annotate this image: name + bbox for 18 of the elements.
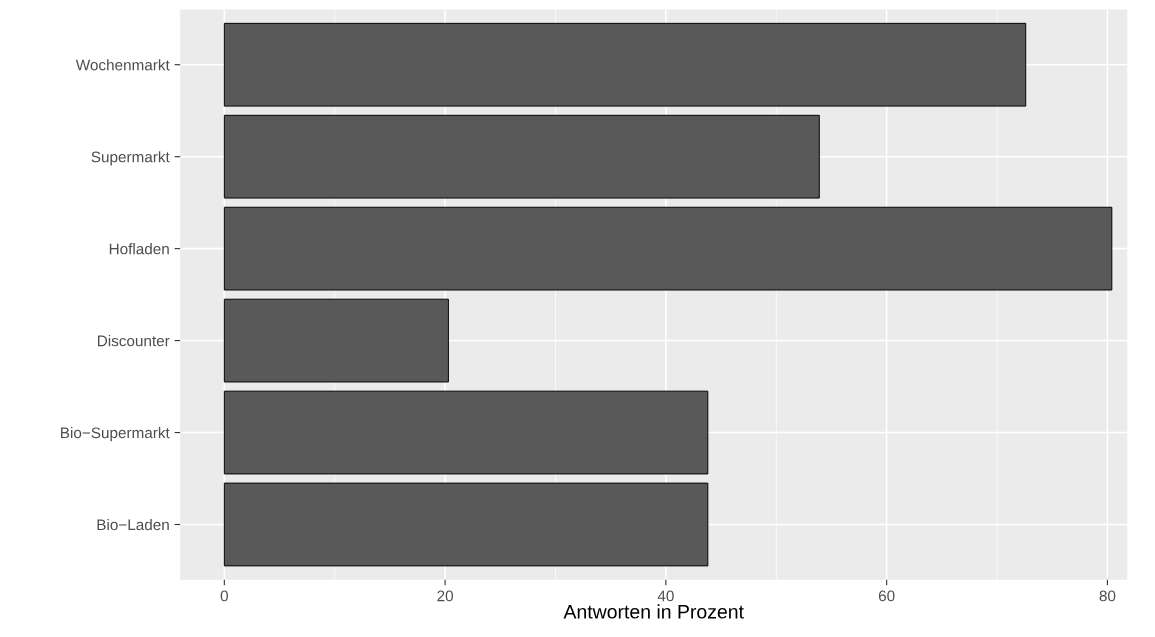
y-tick-label: Hofladen [109, 243, 169, 255]
y-tick-label: Supermarkt [91, 151, 170, 166]
bar [223, 114, 820, 199]
x-tick-label: 40 [657, 590, 674, 602]
bar [223, 298, 449, 383]
x-axis-title: Antworten in Prozent [563, 604, 744, 619]
x-tick-label: 60 [878, 590, 895, 602]
x-tick-label: 80 [1099, 590, 1116, 602]
y-tick-label: Bio−Supermarkt [61, 427, 170, 442]
y-tick-label: Discounter [98, 335, 170, 347]
y-tick-label: Bio−Laden [97, 518, 169, 531]
y-tick-label: Wochenmarkt [75, 59, 170, 71]
bar [223, 22, 1027, 107]
bar [223, 206, 1113, 291]
bar [223, 390, 709, 475]
bar [223, 482, 709, 567]
x-tick-label: 20 [437, 590, 453, 602]
x-tick-label: 0 [220, 590, 228, 602]
